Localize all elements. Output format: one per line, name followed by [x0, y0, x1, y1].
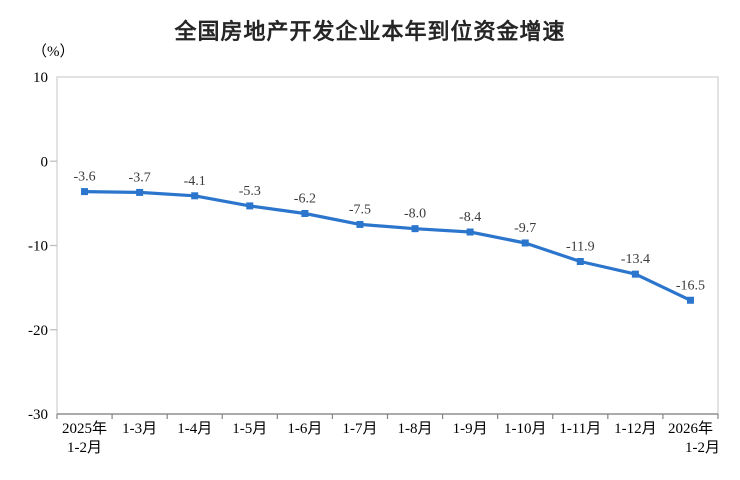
- data-point-marker: [521, 239, 529, 247]
- data-point-label: -11.9: [566, 240, 595, 255]
- y-axis-tick-label: 10: [33, 70, 48, 86]
- data-point-label: -8.4: [459, 210, 481, 225]
- data-point-label: -4.1: [184, 174, 206, 189]
- data-point-marker: [191, 192, 199, 200]
- x-axis-category-label: 2025年: [62, 420, 107, 437]
- y-axis-unit-label: （%）: [32, 44, 75, 60]
- x-axis-category-label: 1-5月: [232, 421, 267, 437]
- y-axis-tick-label: -10: [28, 239, 48, 255]
- data-point-marker: [356, 220, 364, 228]
- data-point-marker: [576, 258, 584, 266]
- data-point-marker: [136, 188, 144, 196]
- data-point-marker: [466, 228, 474, 236]
- data-point-marker: [81, 188, 89, 196]
- x-axis-category-label: 1-9月: [453, 421, 488, 437]
- data-point-marker: [631, 270, 639, 278]
- x-axis-category-label: 1-12月: [614, 421, 657, 437]
- data-point-marker: [301, 209, 309, 217]
- data-point-label: -3.6: [73, 170, 95, 185]
- x-axis-category-label: 1-3月: [122, 421, 157, 437]
- x-axis-category-label: 1-10月: [504, 421, 547, 437]
- y-axis-tick-label: -20: [28, 323, 48, 339]
- x-axis-category-label: 1-11月: [559, 421, 601, 437]
- x-axis-category-label: 1-4月: [177, 421, 212, 437]
- data-point-marker: [246, 202, 254, 210]
- x-axis-category-label: 1-2月: [685, 440, 720, 456]
- data-point-label: -5.3: [239, 184, 261, 199]
- y-axis-tick-label: -30: [28, 407, 48, 423]
- data-point-label: -8.0: [404, 207, 426, 222]
- data-point-marker: [411, 225, 419, 233]
- x-axis-category-label: 1-8月: [398, 421, 433, 437]
- data-point-label: -7.5: [349, 202, 371, 217]
- x-axis-category-label: 2026年: [668, 420, 713, 437]
- data-point-label: -9.7: [514, 221, 536, 236]
- y-axis-tick-label: 0: [41, 154, 49, 170]
- plot-border: [56, 76, 719, 415]
- x-axis-category-label: 1-2月: [67, 440, 102, 456]
- data-point-label: -13.4: [621, 252, 650, 267]
- data-point-marker: [686, 296, 694, 304]
- x-axis-category-label: 1-6月: [287, 421, 322, 437]
- x-axis-category-label: 1-7月: [342, 421, 377, 437]
- data-point-label: -6.2: [294, 191, 316, 206]
- data-point-label: -16.5: [676, 278, 705, 293]
- chart-title: 全国房地产开发企业本年到位资金增速: [174, 19, 566, 44]
- data-point-label: -3.7: [129, 170, 151, 185]
- series-line: [82, 190, 693, 302]
